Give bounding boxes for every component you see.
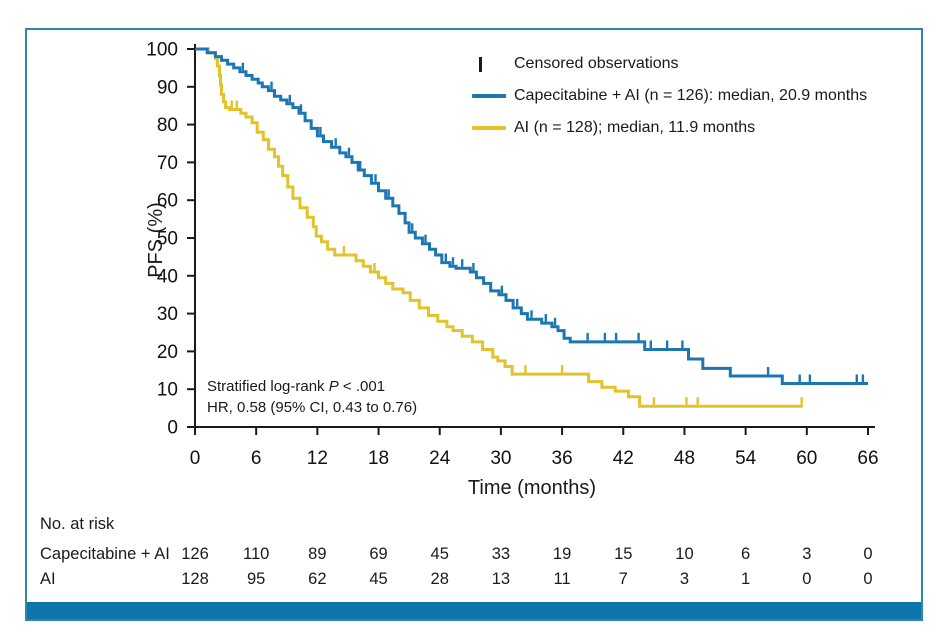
capecitabine-line-swatch (472, 94, 506, 98)
hazard-ratio-line: HR, 0.58 (95% CI, 0.43 to 0.76) (207, 399, 418, 416)
legend-row-ai: AI (n = 128); median, 11.9 months (472, 112, 867, 144)
y-tick-label: 60 (157, 191, 178, 212)
risk-count: 0 (802, 570, 812, 588)
km-chart: 0 10 20 30 40 50 60 70 80 90 100 0 6 12 18 24 30 36 42 48 54… (146, 40, 878, 470)
risk-count: 128 (181, 570, 209, 588)
x-tick-label: 18 (368, 448, 389, 469)
risk-row-label: Capecitabine + AI (40, 545, 170, 563)
risk-count: 3 (679, 570, 690, 588)
legend-capecitabine-label: Capecitabine + AI (n = 126): median, 20.… (514, 87, 868, 104)
risk-table-title: No. at risk (40, 515, 115, 533)
stats-annotation: Stratified log-rank P < .001 HR, 0.58 (9… (207, 376, 417, 418)
y-tick-label: 10 (157, 380, 178, 401)
risk-row: Capecitabine + AI 126 110 89 69 45 33 19 15 10 6 3 0 (27, 543, 921, 565)
legend-symbol-cell (472, 94, 514, 98)
x-axis-title: Time (months) (467, 477, 597, 499)
risk-count: 89 (308, 545, 327, 563)
ai-line-swatch (472, 126, 506, 130)
y-tick-label: 0 (167, 418, 178, 439)
y-tick-label: 20 (157, 342, 178, 363)
risk-count: 69 (369, 545, 388, 563)
x-tick-label: 12 (307, 448, 328, 469)
legend: Censored observations Capecitabine + AI … (472, 48, 867, 144)
x-tick-label: 42 (613, 448, 634, 469)
legend-symbol-cell (472, 56, 514, 72)
risk-count: 0 (863, 545, 873, 563)
x-tick-label: 54 (735, 448, 757, 469)
x-tick-label: 66 (857, 448, 878, 469)
p-value: < .001 (338, 378, 386, 395)
y-tick-label: 30 (157, 304, 178, 325)
x-tick-label: 60 (796, 448, 817, 469)
x-tick-label: 48 (674, 448, 695, 469)
figure-frame: 0 10 20 30 40 50 60 70 80 90 100 0 6 12 18 24 30 36 42 48 54… (25, 28, 923, 621)
x-tick-label: 30 (490, 448, 511, 469)
logrank-text: Stratified log-rank (207, 378, 329, 395)
footer-bar (27, 602, 921, 619)
risk-count: 15 (614, 545, 633, 563)
y-tick-label: 70 (157, 153, 178, 174)
risk-count: 28 (430, 570, 449, 588)
risk-row-label: AI (40, 570, 56, 588)
risk-count: 110 (243, 545, 270, 563)
legend-censored-label: Censored observations (514, 55, 679, 72)
risk-table: Capecitabine + AI 126 110 89 69 45 33 19 15 10 6 3 0… (27, 543, 921, 603)
legend-ai-label: AI (n = 128); median, 11.9 months (514, 119, 756, 136)
risk-count: 126 (181, 545, 209, 563)
risk-count: 33 (491, 545, 511, 563)
risk-count: 10 (675, 545, 694, 563)
risk-count: 62 (308, 570, 327, 588)
risk-count: 0 (863, 570, 873, 588)
risk-row: AI 128 95 62 45 28 13 11 7 3 1 0 0 (27, 568, 921, 590)
risk-count: 11 (553, 570, 571, 588)
censored-tick-icon (479, 56, 482, 72)
x-tick-label: 24 (429, 448, 451, 469)
km-curve-capecitabine-ai (195, 47, 868, 385)
p-symbol: P (328, 378, 339, 395)
legend-row-capecitabine: Capecitabine + AI (n = 126): median, 20.… (472, 80, 867, 112)
risk-count: 6 (741, 545, 751, 563)
y-tick-label: 90 (157, 77, 178, 98)
km-curve-ai (195, 47, 803, 408)
x-tick-label: 0 (190, 448, 201, 469)
y-tick-label: 40 (157, 266, 178, 287)
risk-count: 19 (552, 545, 572, 563)
logrank-line: Stratified log-rank P < .001 (207, 376, 417, 397)
risk-count: 1 (741, 570, 751, 588)
risk-count: 13 (491, 570, 511, 588)
legend-symbol-cell (472, 126, 514, 130)
x-tick-label: 36 (552, 448, 573, 469)
y-tick-label: 50 (157, 229, 178, 250)
y-axis-title: PFS (%) (145, 202, 167, 278)
risk-count: 95 (246, 570, 266, 588)
x-tick-label: 6 (251, 448, 262, 469)
y-tick-label: 100 (146, 40, 178, 61)
risk-count: 7 (618, 570, 628, 588)
legend-row-censored: Censored observations (472, 48, 867, 80)
risk-count: 45 (430, 545, 449, 563)
risk-count: 45 (369, 570, 388, 588)
y-tick-label: 80 (157, 115, 178, 136)
risk-count: 3 (802, 545, 812, 563)
